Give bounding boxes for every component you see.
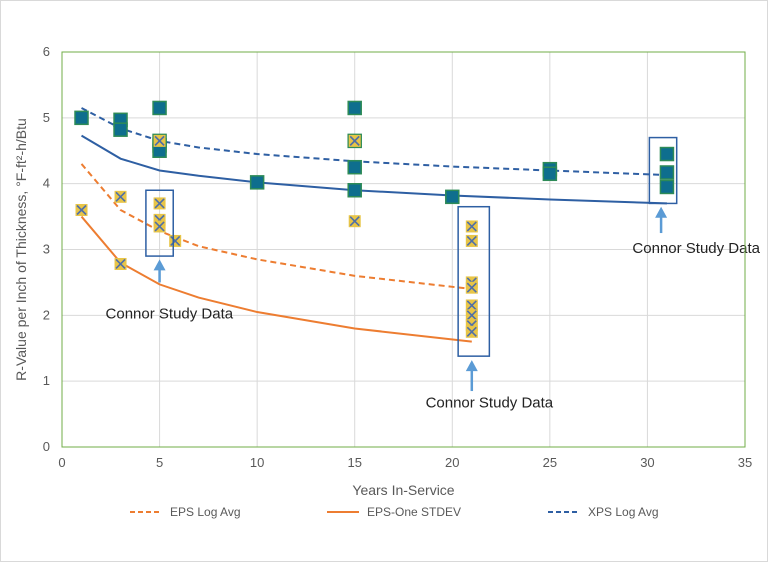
xps-data-point — [113, 122, 128, 137]
annotation-box — [457, 205, 491, 357]
legend-label-eps-log-avg: EPS Log Avg — [170, 505, 241, 519]
legend: EPS Log Avg EPS-One STDEV XPS Log Avg — [130, 505, 659, 519]
plot-area-border — [61, 51, 746, 448]
y-tick-label: 6 — [43, 44, 50, 59]
xps-data-point — [152, 100, 167, 116]
eps-marker-cross — [154, 135, 165, 146]
eps-data-point — [153, 220, 166, 233]
eps-marker-cross — [466, 310, 477, 321]
annotation-label: Connor Study Data — [426, 395, 554, 412]
eps-data-point — [465, 309, 478, 322]
annotation-arrow-head — [465, 360, 478, 372]
xps-data-point — [659, 146, 675, 162]
eps-data-point — [348, 215, 361, 228]
eps-data-point — [153, 197, 166, 210]
eps-data-point — [153, 134, 166, 147]
eps-marker-cross — [170, 235, 181, 247]
y-tick-label: 1 — [43, 373, 50, 388]
annotation-arrow-head — [153, 259, 166, 271]
tick-labels: 0 5 10 15 20 25 30 35 0 1 2 3 4 5 6 — [43, 44, 752, 470]
legend-label-xps-log-avg: XPS Log Avg — [588, 505, 659, 519]
eps-data-point — [169, 234, 182, 247]
series-line-eps-log-avg — [80, 163, 472, 290]
x-tick-label: 20 — [445, 455, 459, 470]
x-axis-title: Years In-Service — [352, 482, 454, 498]
annotation-label: Connor Study Data — [106, 306, 234, 323]
xps-data-point — [347, 159, 362, 175]
xps-data-point — [74, 110, 89, 126]
eps-data-point — [465, 234, 478, 247]
eps-data-point — [114, 257, 127, 270]
eps-data-point — [465, 220, 478, 233]
eps-marker-cross — [466, 282, 477, 293]
xps-data-point — [249, 175, 265, 190]
y-tick-label: 0 — [43, 439, 50, 454]
legend-label-eps-one-stdev: EPS-One STDEV — [367, 505, 461, 519]
eps-marker-cross — [349, 216, 360, 227]
annotation-box — [648, 136, 678, 205]
x-tick-label: 5 — [156, 455, 163, 470]
eps-data-point — [75, 204, 88, 216]
xps-data-point — [347, 183, 362, 198]
eps-marker-cross — [466, 221, 477, 232]
xps-data-point — [659, 179, 675, 195]
eps-data-point — [465, 325, 478, 338]
eps-marker-cross — [154, 198, 165, 209]
eps-marker-cross — [115, 258, 126, 270]
x-tick-label: 35 — [738, 455, 752, 470]
eps-marker-cross — [466, 235, 477, 247]
eps-marker-cross — [154, 221, 165, 232]
series-line-xps-log-avg — [81, 107, 667, 177]
eps-data-point — [348, 134, 361, 147]
eps-marker-cross — [466, 300, 477, 311]
xps-data-point — [542, 166, 558, 182]
y-tick-label: 3 — [43, 242, 50, 257]
eps-data-point — [114, 190, 127, 203]
data-points — [74, 100, 675, 338]
y-tick-label: 4 — [43, 176, 50, 191]
y-tick-label: 2 — [43, 307, 50, 322]
annotation-label: Connor Study Data — [632, 240, 760, 257]
xps-data-point — [347, 100, 362, 116]
x-tick-label: 30 — [640, 455, 654, 470]
x-tick-label: 10 — [250, 455, 264, 470]
x-tick-label: 0 — [58, 455, 65, 470]
eps-data-point — [465, 281, 478, 294]
eps-marker-cross — [115, 191, 126, 202]
y-axis-title: R-Value per Inch of Thickness, °F-ft²-h/… — [13, 118, 29, 381]
xps-data-point — [445, 189, 460, 205]
eps-marker-cross — [76, 204, 87, 216]
x-tick-label: 25 — [543, 455, 557, 470]
annotation-box — [145, 189, 174, 257]
x-tick-label: 15 — [347, 455, 361, 470]
eps-marker-cross — [466, 326, 477, 337]
xps-data-point — [659, 165, 675, 180]
eps-data-point — [465, 299, 478, 312]
annotation-arrow-head — [655, 206, 668, 218]
annotations: Connor Study Data Connor Study Data Connor… — [106, 136, 761, 412]
grid-lines — [61, 51, 746, 448]
y-tick-label: 5 — [43, 110, 50, 125]
eps-marker-cross — [349, 135, 360, 146]
